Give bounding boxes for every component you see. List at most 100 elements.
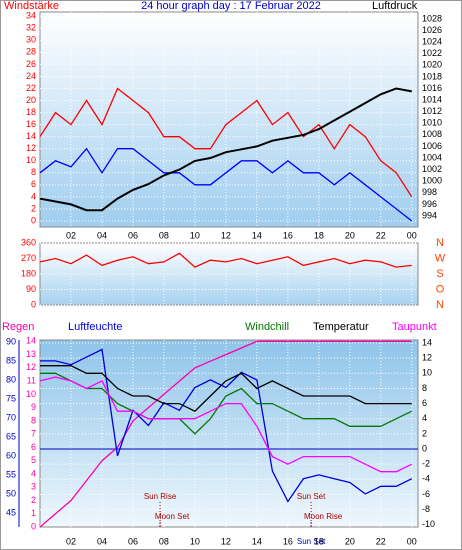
y2-tick-label: 14 — [422, 337, 432, 347]
y2-tick-label: 996 — [422, 199, 437, 209]
y-tick-label: 5 — [31, 455, 36, 465]
y3-tick-label: 75 — [6, 393, 16, 403]
x-tick-label: 02 — [66, 536, 76, 546]
y3-tick-label: 60 — [6, 450, 16, 460]
x-tick-label: 02 — [66, 230, 76, 240]
x-tick-label: 14 — [252, 536, 262, 546]
y2-tick-label: 12 — [422, 353, 432, 363]
y-tick-label: 13 — [26, 349, 36, 359]
y-tick-label: 32 — [26, 23, 36, 33]
y3-tick-label: 85 — [6, 355, 16, 365]
y3-tick-label: 70 — [6, 412, 16, 422]
y-tick-label: 12 — [26, 143, 36, 153]
legend-label: Regen — [2, 321, 34, 333]
annotation: Moon Set — [155, 512, 190, 521]
y-tick-label: 18 — [26, 107, 36, 117]
y2-tick-label: -2 — [422, 459, 430, 469]
y-tick-label: 6 — [31, 179, 36, 189]
y2-tick-label: 1018 — [422, 71, 442, 81]
annotation: Sun Set — [297, 492, 326, 501]
y-tick-label: 0 — [31, 215, 36, 225]
x-tick-label: 20 — [345, 536, 355, 546]
y-tick-label: 30 — [26, 35, 36, 45]
y2-tick-label: 1006 — [422, 141, 442, 151]
x-tick-label: 16 — [283, 536, 293, 546]
y-tick-label: 11 — [27, 375, 36, 385]
y-tick-label: 24 — [26, 71, 36, 81]
y-tick-label: 180 — [21, 268, 36, 278]
y2-tick-label: -8 — [422, 504, 430, 514]
y2-tick-label: 1004 — [422, 152, 442, 162]
x-tick-label: 22 — [376, 230, 386, 240]
legend-label: Windchill — [245, 321, 289, 333]
x-tick-label: 10 — [190, 536, 200, 546]
y-tick-label: 90 — [26, 284, 36, 294]
y2-tick-label: -6 — [422, 489, 430, 499]
x-tick-label: 12 — [221, 536, 231, 546]
y3-tick-label: 50 — [6, 488, 16, 498]
compass-label: N — [436, 237, 444, 249]
y-tick-label: 22 — [26, 83, 36, 93]
y2-tick-label: 1020 — [422, 60, 442, 70]
y-tick-label: 7 — [31, 429, 36, 439]
plot-area — [39, 11, 419, 228]
y3-tick-label: 80 — [6, 374, 16, 384]
y2-tick-label: -10 — [422, 519, 435, 529]
y-tick-label: 20 — [26, 95, 36, 105]
series-line — [39, 376, 413, 473]
y2-tick-label: 8 — [422, 383, 427, 393]
x-tick-label: 16 — [283, 230, 293, 240]
y-tick-label: 0 — [31, 299, 36, 309]
x-tick-label: 10 — [190, 230, 200, 240]
y2-tick-label: 1024 — [422, 37, 442, 47]
y2-tick-label: 1008 — [422, 129, 442, 139]
annotation: Sun Set — [297, 537, 326, 546]
y2-tick-label: 10 — [422, 368, 432, 378]
y2-tick-label: 6 — [422, 398, 427, 408]
y2-tick-label: 1010 — [422, 118, 442, 128]
y-tick-label: 270 — [21, 253, 36, 263]
y2-tick-label: 1022 — [422, 48, 442, 58]
y2-tick-label: 1000 — [422, 176, 442, 186]
y-tick-label: 34 — [26, 11, 36, 21]
x-tick-label: 06 — [128, 536, 138, 546]
y-tick-label: 28 — [26, 47, 36, 57]
y-tick-label: 2 — [31, 495, 36, 505]
y-tick-label: 1 — [31, 508, 36, 518]
x-tick-label: 04 — [97, 230, 107, 240]
y2-tick-label: 1016 — [422, 83, 442, 93]
x-tick-label: 18 — [314, 536, 324, 546]
legend-label: Luftfeuchte — [68, 321, 122, 333]
y2-tick-label: 1012 — [422, 106, 442, 116]
y-tick-label: 4 — [31, 468, 36, 478]
y3-tick-label: 90 — [6, 336, 16, 346]
series-line — [39, 147, 413, 222]
x-tick-label: 00 — [407, 230, 417, 240]
y-tick-label: 26 — [26, 59, 36, 69]
x-tick-label: 20 — [345, 230, 355, 240]
y2-tick-label: 994 — [422, 210, 437, 220]
y-tick-label: 8 — [31, 415, 36, 425]
y-tick-label: 2 — [31, 203, 36, 213]
y-tick-label: 0 — [31, 521, 36, 531]
compass-label: N — [436, 299, 444, 311]
y3-tick-label: 55 — [6, 469, 16, 479]
x-tick-label: 06 — [128, 230, 138, 240]
y2-tick-label: 2 — [422, 428, 427, 438]
y2-tick-label: 1026 — [422, 25, 442, 35]
y2-tick-label: 1002 — [422, 164, 442, 174]
y2-tick-label: 4 — [422, 413, 427, 423]
x-tick-label: 22 — [376, 536, 386, 546]
y2-label: Luftdruck — [372, 0, 418, 12]
annotation: Moon Rise — [304, 512, 343, 521]
y2-tick-label: 1028 — [422, 13, 442, 23]
x-tick-label: 18 — [314, 230, 324, 240]
annotation: Sun Rise — [144, 492, 177, 501]
y-tick-label: 8 — [31, 167, 36, 177]
y-tick-label: 14 — [26, 336, 36, 346]
y2-tick-label: 1014 — [422, 94, 442, 104]
y-tick-label: 360 — [21, 237, 36, 247]
x-tick-label: 14 — [252, 230, 262, 240]
legend-label: Taupunkt — [392, 321, 437, 333]
x-tick-label: 04 — [97, 536, 107, 546]
